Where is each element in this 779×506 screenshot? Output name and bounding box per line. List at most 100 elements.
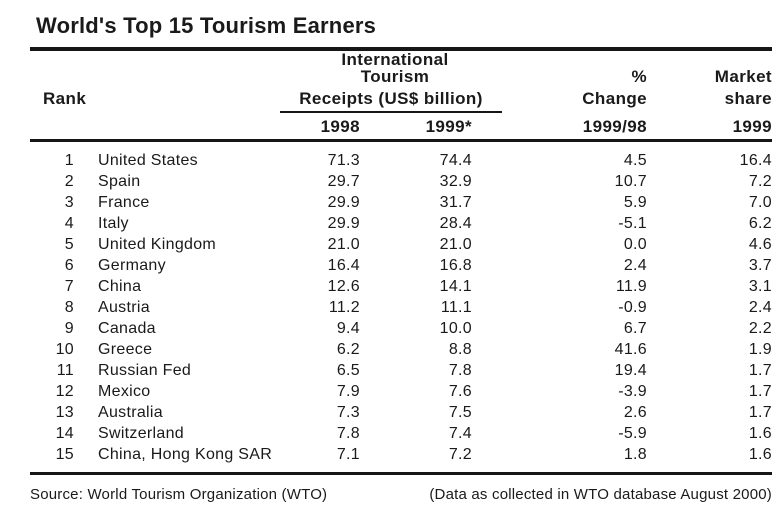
tourism-earners-table: International Tourism % Market Rank Rece… xyxy=(30,47,772,475)
receipts-1999-cell: 21.0 xyxy=(439,235,472,253)
market-share-cell: 1.6 xyxy=(748,424,772,442)
country-cell: United States xyxy=(98,151,198,169)
receipts-1999-cell: 7.8 xyxy=(448,361,472,379)
market-share-cell: 6.2 xyxy=(748,214,772,232)
receipts-group-header-line2: Receipts (US$ billion) xyxy=(280,87,502,113)
header-row-2: Rank Receipts (US$ billion) Change share xyxy=(30,87,772,113)
source-note: Source: World Tourism Organization (WTO) xyxy=(30,485,328,503)
country-cell: Russian Fed xyxy=(98,361,192,379)
country-cell: China, Hong Kong SAR xyxy=(98,445,273,463)
table-footer: Source: World Tourism Organization (WTO)… xyxy=(30,486,772,504)
table-body: 1 United States 71.3 74.4 4.5 16.4 2 Spain 29.7 3… xyxy=(30,140,772,473)
receipts-1998-cell: 16.4 xyxy=(327,256,360,274)
pct-change-cell: 5.9 xyxy=(623,193,647,211)
rank-cell: 3 xyxy=(64,193,74,211)
market-share-cell: 4.6 xyxy=(748,235,772,253)
rank-cell: 8 xyxy=(64,298,74,316)
pct-change-header-line1: % xyxy=(631,67,647,86)
receipts-1998-cell: 6.2 xyxy=(336,340,360,358)
rank-cell: 10 xyxy=(55,340,74,358)
country-cell: China xyxy=(98,277,142,295)
receipts-1999-cell: 11.1 xyxy=(440,298,472,316)
market-share-cell: 3.7 xyxy=(748,256,772,274)
spacer-cell xyxy=(30,49,300,87)
country-cell: United Kingdom xyxy=(98,235,217,253)
receipts-1999-cell: 10.0 xyxy=(439,319,472,337)
market-share-cell: 1.7 xyxy=(748,361,772,379)
rank-cell: 6 xyxy=(64,256,74,274)
pct-change-cell: 4.5 xyxy=(623,151,647,169)
receipts-1998-cell: 29.9 xyxy=(327,193,360,211)
receipts-1998-cell: 9.4 xyxy=(336,319,360,337)
receipts-1999-cell: 7.5 xyxy=(448,403,472,421)
pct-change-cell: 10.7 xyxy=(614,172,647,190)
year-1999-header: 1999* xyxy=(364,113,476,142)
receipts-group-header-line1: International Tourism xyxy=(341,50,449,86)
table-row: 13 Australia 7.3 7.5 2.6 1.7 xyxy=(30,402,772,423)
data-collection-note: (Data as collected in WTO database Augus… xyxy=(429,485,772,503)
rank-cell: 2 xyxy=(64,172,74,190)
pct-change-cell: -0.9 xyxy=(618,298,647,316)
receipts-1998-cell: 11.2 xyxy=(328,298,360,316)
rank-cell: 13 xyxy=(55,403,74,421)
country-cell: Italy xyxy=(98,214,129,232)
market-share-cell: 16.4 xyxy=(739,151,772,169)
receipts-1998-cell: 7.1 xyxy=(336,445,360,463)
rank-cell: 15 xyxy=(55,445,74,463)
header-row-3: 1998 1999* 1999/98 1999 xyxy=(30,113,772,142)
pct-change-cell: 1.8 xyxy=(623,445,647,463)
table-row: 9 Canada 9.4 10.0 6.7 2.2 xyxy=(30,318,772,339)
pct-change-cell: 19.4 xyxy=(614,361,647,379)
receipts-1998-cell: 6.5 xyxy=(336,361,360,379)
country-cell: Mexico xyxy=(98,382,151,400)
country-cell: Spain xyxy=(98,172,141,190)
rank-cell: 9 xyxy=(64,319,74,337)
receipts-1998-cell: 12.6 xyxy=(327,277,360,295)
table-row: 12 Mexico 7.9 7.6 -3.9 1.7 xyxy=(30,381,772,402)
pct-change-cell: -3.9 xyxy=(618,382,647,400)
table-row: 10 Greece 6.2 8.8 41.6 1.9 xyxy=(30,339,772,360)
receipts-1998-cell: 29.7 xyxy=(327,172,360,190)
rank-cell: 1 xyxy=(64,151,74,169)
receipts-1999-cell: 74.4 xyxy=(439,151,472,169)
market-share-header-line3: 1999 xyxy=(651,113,772,142)
rank-cell: 14 xyxy=(55,424,74,442)
table-row: 14 Switzerland 7.8 7.4 -5.9 1.6 xyxy=(30,423,772,444)
market-share-cell: 2.2 xyxy=(748,319,772,337)
pct-change-cell: 2.6 xyxy=(623,403,647,421)
receipts-1999-cell: 7.4 xyxy=(448,424,472,442)
table-row: 3 France 29.9 31.7 5.9 7.0 xyxy=(30,192,772,213)
market-share-header-line2: share xyxy=(724,89,772,108)
rank-cell: 12 xyxy=(55,382,74,400)
receipts-1998-cell: 71.3 xyxy=(327,151,360,169)
receipts-1998-cell: 7.8 xyxy=(336,424,360,442)
receipts-group-underline: Receipts (US$ billion) xyxy=(280,90,502,113)
market-share-cell: 1.9 xyxy=(748,340,772,358)
spacer-cell xyxy=(30,113,300,142)
market-share-cell: 1.7 xyxy=(748,382,772,400)
pct-change-cell: 0.0 xyxy=(623,235,647,253)
table-row: 11 Russian Fed 6.5 7.8 19.4 1.7 xyxy=(30,360,772,381)
rank-cell: 7 xyxy=(64,277,74,295)
table-row: 4 Italy 29.9 28.4 -5.1 6.2 xyxy=(30,213,772,234)
table-row: 15 China, Hong Kong SAR 7.1 7.2 1.8 1.6 xyxy=(30,444,772,474)
pct-change-cell: 41.6 xyxy=(614,340,647,358)
country-cell: Canada xyxy=(98,319,156,337)
receipts-1999-cell: 14.1 xyxy=(439,277,472,295)
receipts-1998-cell: 7.3 xyxy=(336,403,360,421)
receipts-1999-cell: 7.6 xyxy=(448,382,472,400)
market-share-cell: 2.4 xyxy=(748,298,772,316)
pct-change-header-line2: Change xyxy=(582,89,647,108)
table-row: 2 Spain 29.7 32.9 10.7 7.2 xyxy=(30,171,772,192)
receipts-1999-cell: 16.8 xyxy=(439,256,472,274)
table-row: 7 China 12.6 14.1 11.9 3.1 xyxy=(30,276,772,297)
market-share-header-line1: Market xyxy=(714,67,772,86)
receipts-1999-cell: 28.4 xyxy=(439,214,472,232)
pct-change-cell: -5.1 xyxy=(618,214,647,232)
receipts-1999-cell: 31.7 xyxy=(439,193,472,211)
table-row: 5 United Kingdom 21.0 21.0 0.0 4.6 xyxy=(30,234,772,255)
pct-change-cell: -5.9 xyxy=(618,424,647,442)
receipts-1999-cell: 32.9 xyxy=(439,172,472,190)
rank-cell: 11 xyxy=(56,361,74,379)
table-header: International Tourism % Market Rank Rece… xyxy=(30,49,772,142)
